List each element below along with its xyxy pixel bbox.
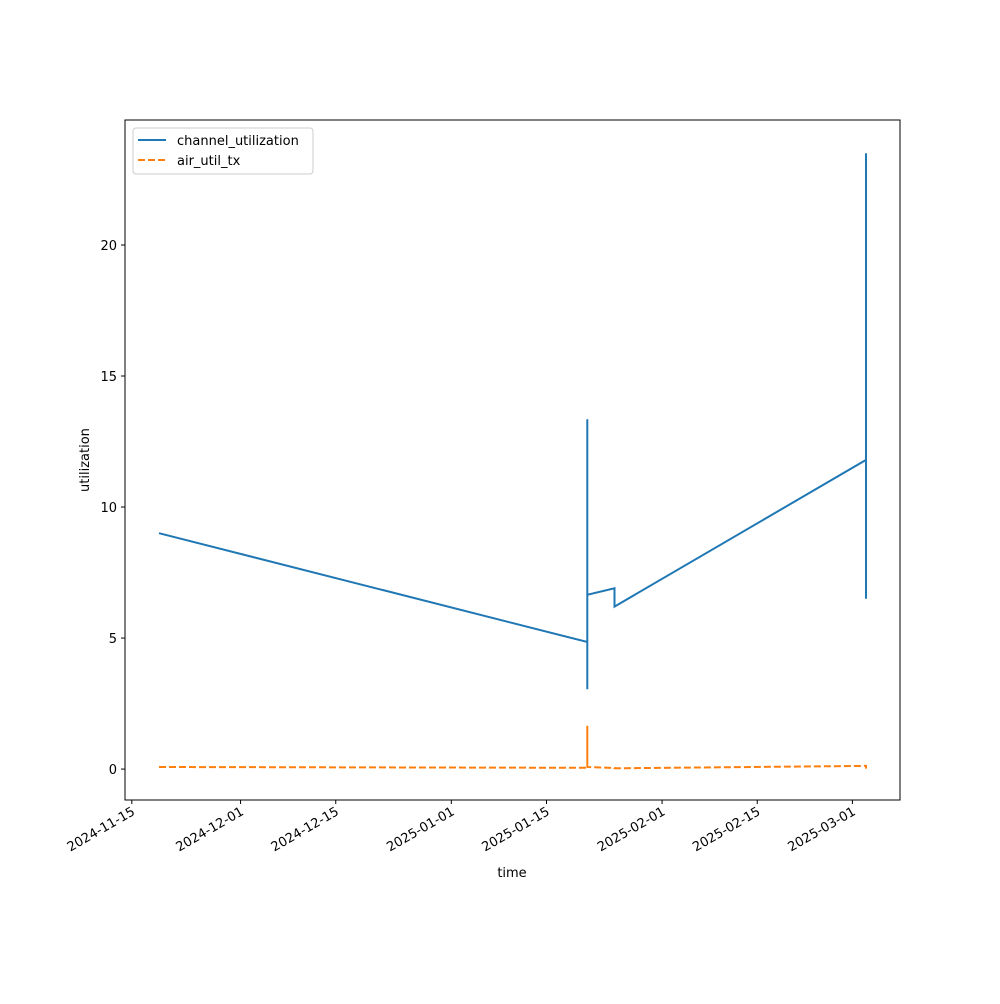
x-axis-label: time xyxy=(497,866,526,881)
y-axis-label: utilization xyxy=(78,428,93,492)
legend-label: air_util_tx xyxy=(177,154,241,169)
y-tick-label: 0 xyxy=(109,763,117,778)
y-tick-label: 20 xyxy=(100,239,117,254)
legend: channel_utilization air_util_tx xyxy=(132,127,314,175)
legend-box xyxy=(132,127,314,175)
plot-frame xyxy=(124,119,901,801)
y-tick-label: 10 xyxy=(100,501,117,516)
y-tick-label: 15 xyxy=(100,370,117,385)
series-line xyxy=(158,153,867,690)
y-tick-label: 5 xyxy=(109,632,117,647)
legend-label: channel_utilization xyxy=(177,134,299,149)
series-line xyxy=(158,725,867,770)
